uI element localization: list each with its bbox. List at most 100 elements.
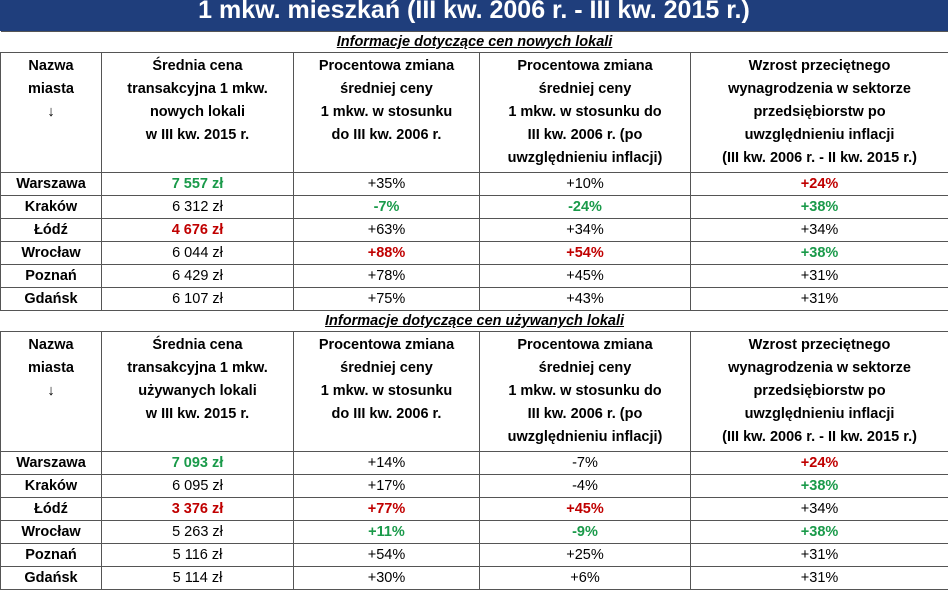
table-row: Kraków 6 312 zł -7% -24% +38% [0,195,948,219]
down-arrow-icon: ↓ [47,104,55,120]
city-cell: Poznań [0,264,102,288]
change-cell: +88% [293,241,480,265]
city-cell: Kraków [0,474,102,498]
change-cell: +35% [293,172,480,196]
table-row: Łódź 3 376 zł +77% +45% +34% [0,497,948,521]
header-row: Nazwa miasta ↓ Średnia cena transakcyjna 1 m… [0,331,948,452]
city-cell: Wrocław [0,520,102,544]
header-line: średniej ceny [538,81,632,97]
city-cell: Gdańsk [0,566,102,590]
price-cell: 6 095 zł [101,474,294,498]
section-title: Informacje dotyczące cen używanych lokal… [0,310,948,332]
header-line: wynagrodzenia w sektorze [728,360,911,376]
table-row: Wrocław 5 263 zł +11% -9% +38% [0,520,948,544]
header-line: 1 mkw. w stosunku [320,383,453,399]
price-cell: 7 093 zł [101,451,294,475]
section-title-row: Informacje dotyczące cen nowych lokali [0,31,948,53]
city-cell: Łódź [0,218,102,242]
header-line: przedsiębiorstw po [753,383,886,399]
header-line: w III kw. 2015 r. [145,406,250,422]
city-cell: Kraków [0,195,102,219]
header-line: Nazwa [28,337,74,353]
header-line: do III kw. 2006 r. [331,406,442,422]
change-cell: +17% [293,474,480,498]
header-line: 1 mkw. w stosunku [320,104,453,120]
change-cell: +75% [293,287,480,311]
table-row: Warszawa 7 557 zł +35% +10% +24% [0,172,948,196]
header-line: uwzględnieniu inflacji) [507,150,663,166]
real-change-cell: +54% [479,241,691,265]
wage-growth-cell: +24% [689,172,948,196]
real-change-cell: +43% [479,287,691,311]
header-line: używanych lokali [138,383,257,399]
header-line: miasta [28,360,74,376]
header-line: uwzględnieniu inflacji [744,127,895,143]
header-line: (III kw. 2006 r. - II kw. 2015 r.) [722,429,917,445]
change-cell: +54% [293,543,480,567]
wage-growth-cell: +34% [689,497,948,521]
city-cell: Łódź [0,497,102,521]
table-row: Gdańsk 6 107 zł +75% +43% +31% [0,287,948,311]
wage-growth-cell: +31% [689,264,948,288]
change-cell: +78% [293,264,480,288]
change-cell: +63% [293,218,480,242]
header-line: Procentowa zmiana [318,337,455,353]
header-line: średniej ceny [340,81,433,97]
city-column-header: Nazwa miasta ↓ [0,52,102,173]
real-change-cell: +10% [479,172,691,196]
price-cell: 6 107 zł [101,287,294,311]
change-column-header: Procentowa zmiana średniej ceny 1 mkw. w s… [293,331,480,452]
wage-growth-cell: +38% [689,195,948,219]
header-line: 1 mkw. w stosunku do [508,383,662,399]
wage-growth-cell: +34% [689,218,948,242]
header-line: III kw. 2006 r. (po [527,127,643,143]
wage-growth-cell: +31% [689,566,948,590]
wage-growth-column-header: Wzrost przeciętnego wynagrodzenia w sekto… [689,331,948,452]
change-column-header: Procentowa zmiana średniej ceny 1 mkw. w s… [293,52,480,173]
wage-growth-cell: +24% [689,451,948,475]
price-cell: 5 114 zł [101,566,294,590]
price-table: Informacje dotyczące cen nowych lokali Na… [0,31,948,590]
wage-growth-cell: +38% [689,474,948,498]
real-change-cell: -24% [479,195,691,219]
real-change-cell: +45% [479,497,691,521]
table-row: Wrocław 6 044 zł +88% +54% +38% [0,241,948,265]
real-change-column-header: Procentowa zmiana średniej ceny 1 mkw. w s… [479,52,691,173]
header-line: transakcyjna 1 mkw. [127,81,268,97]
header-line: do III kw. 2006 r. [331,127,442,143]
wage-growth-cell: +38% [689,520,948,544]
section-title: Informacje dotyczące cen nowych lokali [0,31,948,53]
header-line: transakcyjna 1 mkw. [127,360,268,376]
header-line: miasta [28,81,74,97]
price-cell: 5 116 zł [101,543,294,567]
header-line: Procentowa zmiana [517,337,653,353]
wage-growth-column-header: Wzrost przeciętnego wynagrodzenia w sekto… [689,52,948,173]
city-column-header: Nazwa miasta ↓ [0,331,102,452]
header-line: Nazwa [28,58,74,74]
city-cell: Warszawa [0,172,102,196]
change-cell: +11% [293,520,480,544]
real-change-cell: -9% [479,520,691,544]
down-arrow-icon: ↓ [47,383,55,399]
table-row: Łódź 4 676 zł +63% +34% +34% [0,218,948,242]
header-line: uwzględnieniu inflacji [744,406,895,422]
header-line: średniej ceny [538,360,632,376]
city-cell: Gdańsk [0,287,102,311]
table-row: Kraków 6 095 zł +17% -4% +38% [0,474,948,498]
price-cell: 3 376 zł [101,497,294,521]
header-line: nowych lokali [149,104,246,120]
page-title: 1 mkw. mieszkań (III kw. 2006 r. - III k… [0,0,948,31]
real-change-cell: +6% [479,566,691,590]
change-cell: -7% [293,195,480,219]
wage-growth-cell: +31% [689,287,948,311]
price-cell: 7 557 zł [101,172,294,196]
header-line: Wzrost przeciętnego [748,337,891,353]
price-cell: 6 312 zł [101,195,294,219]
section-title-row: Informacje dotyczące cen używanych lokal… [0,310,948,332]
real-change-cell: -4% [479,474,691,498]
header-line: Średnia cena [152,337,243,353]
header-row: Nazwa miasta ↓ Średnia cena transakcyjna 1 m… [0,52,948,173]
header-line: 1 mkw. w stosunku do [508,104,662,120]
header-line: Wzrost przeciętnego [748,58,891,74]
price-column-header: Średnia cena transakcyjna 1 mkw. używanych… [101,331,294,452]
